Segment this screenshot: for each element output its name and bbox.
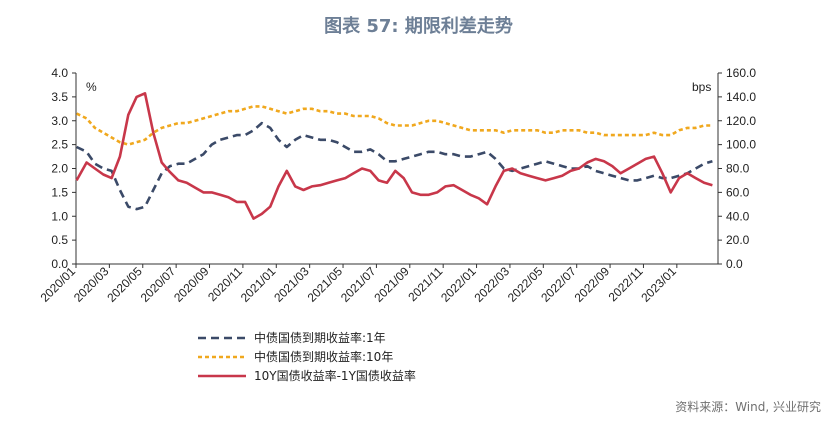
source-note: 资料来源：Wind, 兴业研究 — [675, 400, 821, 414]
legend-label-3: 10Y国债收益率-1Y国债收益率 — [254, 368, 416, 383]
right-tick-label: 100.0 — [726, 138, 756, 152]
x-tick-label: 2021/01 — [238, 264, 279, 305]
x-tick-label: 2022/11 — [606, 264, 646, 304]
x-tick-label: 2022/01 — [438, 264, 479, 305]
series-line-1 — [76, 121, 713, 211]
right-tick-label: 140.0 — [726, 90, 756, 104]
x-tick-label: 2020/03 — [71, 264, 112, 305]
left-tick-label: 2.5 — [51, 138, 68, 152]
x-tick-label: 2020/05 — [104, 264, 145, 305]
x-tick-label: 2021/03 — [271, 264, 312, 305]
x-tick-label: 2020/07 — [138, 264, 179, 305]
chart-title: 图表 57: 期限利差走势 — [324, 16, 513, 37]
legend-label-2: 中债国债到期收益率:10年 — [254, 349, 393, 364]
x-tick-label: 2020/09 — [171, 264, 212, 305]
x-tick-label: 2023/01 — [638, 264, 679, 305]
right-tick-label: 80.0 — [726, 162, 750, 176]
legend-label-1: 中债国债到期收益率:1年 — [254, 330, 386, 345]
right-tick-label: 40.0 — [726, 209, 750, 223]
left-tick-label: 1.5 — [51, 185, 68, 199]
right-tick-label: 120.0 — [726, 114, 756, 128]
x-tick-label: 2021/05 — [305, 264, 346, 305]
right-axis-unit: bps — [692, 80, 711, 94]
left-tick-label: 1.0 — [51, 209, 68, 223]
x-tick-label: 2021/07 — [338, 264, 379, 305]
x-tick-label: 2022/05 — [505, 264, 546, 305]
right-tick-label: 60.0 — [726, 185, 750, 199]
x-tick-label: 2022/09 — [572, 264, 613, 305]
left-tick-label: 0.0 — [51, 257, 68, 271]
series-line-3 — [75, 92, 713, 220]
x-tick-label: 2021/11 — [405, 264, 445, 304]
left-tick-label: 3.0 — [51, 114, 68, 128]
left-axis-unit: % — [86, 80, 97, 94]
x-tick-label: 2022/07 — [538, 264, 579, 305]
right-tick-label: 20.0 — [726, 233, 750, 247]
left-tick-label: 0.5 — [51, 233, 68, 247]
series-line-2 — [76, 105, 713, 146]
left-tick-label: 4.0 — [51, 66, 68, 80]
axes: 0.0 0.5 1.0 1.5 2.0 2.5 3.0 3.5 4.0 0.0 20.0 40.0 60… — [38, 66, 757, 305]
left-tick-label: 3.5 — [51, 90, 68, 104]
series-group — [75, 92, 713, 220]
left-tick-label: 2.0 — [51, 162, 68, 176]
right-tick-label: 160.0 — [726, 66, 756, 80]
x-tick-label: 2022/03 — [471, 264, 512, 305]
x-tick-label: 2020/11 — [205, 264, 245, 304]
x-tick-label: 2021/09 — [371, 264, 412, 305]
right-tick-label: 0.0 — [726, 257, 743, 271]
